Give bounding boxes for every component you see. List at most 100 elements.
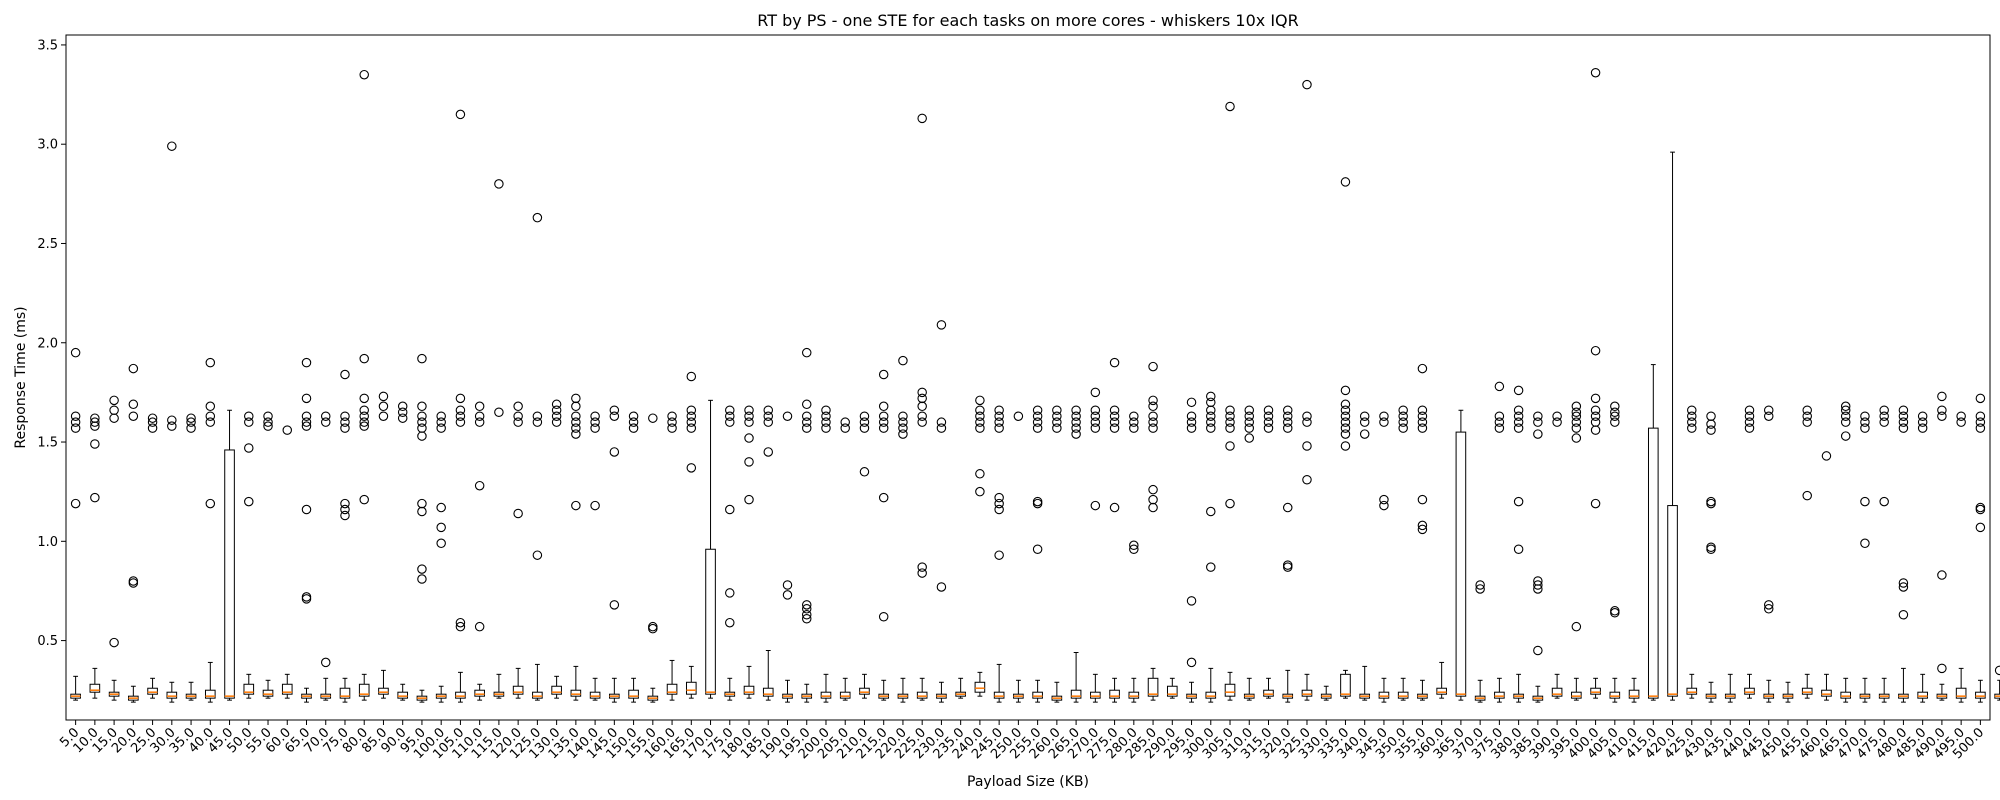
outlier-point [1417,520,1428,531]
outlier-point [109,413,119,423]
box-group [262,411,274,699]
outlier-point [1802,411,1812,421]
outlier-point [1975,417,1986,427]
iqr-box [1647,427,1659,699]
outlier-point [1552,411,1562,421]
outlier-point [1590,345,1601,356]
outlier-point [859,467,870,477]
outlier-point [1129,411,1139,421]
outlier-point [1802,490,1812,501]
box-group [1763,405,1775,703]
outlier-point [1590,498,1601,509]
outlier-point [801,613,812,624]
outlier-point [244,443,254,453]
outlier-point [1225,405,1235,416]
outlier-point [609,600,620,610]
outlier-point [994,411,1004,421]
outlier-point [628,417,639,427]
outlier-point [1763,405,1774,416]
iqr-box [1840,691,1852,699]
outlier-point [417,574,427,584]
outlier-point [551,405,562,416]
outlier-point [744,405,754,416]
outlier-point [205,357,216,368]
outlier-point [397,401,408,412]
box-group [1840,401,1852,703]
outlier-point [551,411,562,421]
box-group [609,405,620,703]
iqr-box [551,685,562,695]
outlier-point [1840,411,1851,421]
outlier-point [1417,417,1428,427]
iqr-box [1263,689,1274,697]
outlier-point [474,411,485,421]
outlier-point [359,411,369,421]
box-group [1955,411,1967,703]
outlier-point [648,623,658,634]
outlier-point [744,417,754,427]
outlier-point [1032,498,1043,509]
outlier-point [975,411,985,421]
box-group [589,411,601,701]
iqr-box [685,681,697,695]
y-ticks-layer: 0.5 1.0 1.5 2.0 2.5 3.0 3.5 [37,38,66,649]
outlier-point [1052,411,1062,421]
outlier-point [1706,496,1716,507]
outlier-point [763,417,774,427]
outlier-point [1282,405,1293,416]
outlier-point [244,496,254,507]
box-group [762,405,774,701]
box-group [455,109,466,703]
iqr-box [204,689,216,699]
outlier-point [628,423,639,433]
outlier-point [1706,411,1716,421]
outlier-point [1148,423,1158,433]
box-group [705,399,716,699]
box-group [628,411,639,703]
outlier-point [1840,405,1851,416]
outlier-point [821,405,831,416]
box-group [1070,405,1082,703]
outlier-point [898,429,908,439]
outlier-point [609,411,620,421]
outlier-point [1879,411,1889,421]
box-group [1282,405,1294,703]
outlier-point [1706,498,1716,509]
outlier-point [90,492,100,503]
box-group [1647,364,1659,701]
outlier-point [1956,417,1966,427]
y-tick-label: 2.5 [37,237,58,252]
outlier-point [1417,405,1428,416]
outlier-point [1186,417,1197,427]
outlier-point [1109,502,1120,513]
outlier-point [70,498,81,509]
box-group [281,425,293,699]
box-group [570,393,582,701]
box-group [1032,405,1043,703]
outlier-point [1244,411,1255,421]
box-group [878,369,890,701]
outlier-point [1032,423,1043,433]
outlier-point [1032,496,1043,507]
box-group [1243,405,1255,701]
box-group [1013,411,1024,703]
outlier-point [1417,363,1428,374]
outlier-point [1263,411,1274,421]
iqr-box [532,691,543,699]
outlier-point [1244,417,1255,427]
outlier-point [128,576,139,586]
outlier-point [571,393,581,404]
outlier-point [417,411,427,421]
outlier-point [1475,580,1485,590]
outlier-point [1513,385,1524,396]
outlier-point [725,405,735,416]
outlier-point [532,212,543,223]
box-group [1301,79,1313,701]
outlier-point [878,369,889,380]
outlier-point [1610,608,1620,618]
outlier-point [1937,570,1947,580]
outlier-point [1340,405,1351,416]
y-axis-label: Response Time (ms) [13,306,29,448]
outlier-point [1610,411,1620,421]
outlier-point [436,522,446,533]
